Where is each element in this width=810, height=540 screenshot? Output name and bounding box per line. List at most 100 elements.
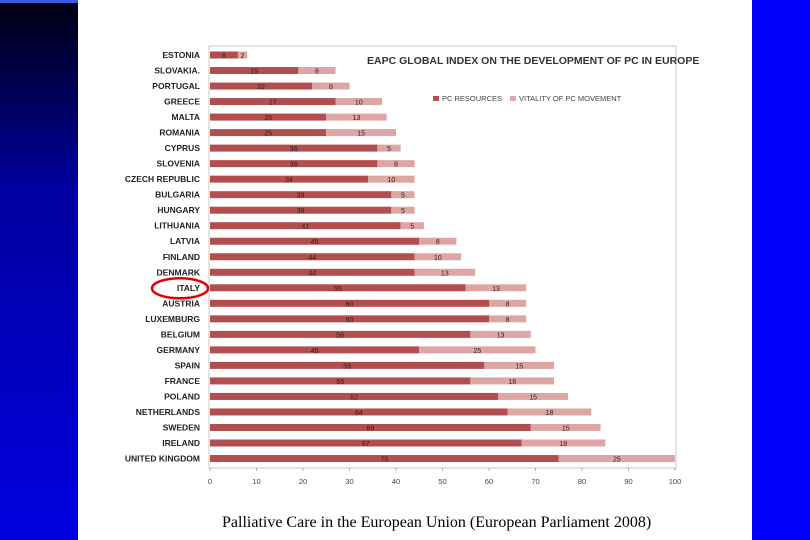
category-label: CYPRUS (165, 143, 201, 153)
data-label-resources: 25 (264, 131, 272, 138)
category-label: ITALY (177, 283, 200, 293)
left-sidebar-decoration (0, 0, 78, 540)
data-label-vitality: 18 (560, 441, 568, 448)
data-label-resources: 34 (285, 177, 293, 184)
bar-vitality (507, 408, 592, 416)
bar-vitality (326, 129, 396, 137)
bar-resources (210, 175, 369, 183)
data-label-resources: 6 (222, 53, 226, 60)
data-label-resources: 27 (269, 100, 277, 107)
legend-swatch-resources (433, 96, 439, 101)
bar-vitality (470, 330, 531, 338)
data-label-vitality: 18 (508, 379, 516, 386)
bar-vitality (521, 439, 606, 447)
category-label: FINLAND (163, 252, 200, 262)
data-label-vitality: 13 (353, 115, 361, 122)
category-label: FRANCE (165, 376, 201, 386)
data-label-vitality: 8 (506, 301, 510, 308)
data-label-vitality: 13 (441, 270, 449, 277)
data-label-resources: 59 (343, 363, 351, 370)
bar-vitality (498, 392, 569, 400)
bar-vitality (530, 423, 601, 431)
data-label-vitality: 5 (410, 224, 414, 231)
data-label-resources: 45 (311, 239, 319, 246)
top-accent-line (0, 0, 78, 3)
bar-resources (210, 455, 559, 463)
category-label: LUXEMBURG (145, 314, 200, 324)
data-label-resources: 64 (355, 410, 363, 417)
bar-vitality (414, 253, 462, 261)
data-label-resources: 36 (290, 146, 298, 153)
data-label-vitality: 13 (492, 286, 500, 293)
data-label-vitality: 15 (562, 425, 570, 432)
data-label-vitality: 18 (546, 410, 554, 417)
data-label-resources: 56 (336, 332, 344, 339)
category-label: HUNGARY (157, 205, 200, 215)
bar-vitality (377, 144, 401, 152)
bar-vitality (489, 299, 527, 307)
bar-resources (210, 408, 508, 416)
bar-resources (210, 423, 531, 431)
data-label-resources: 75 (380, 457, 388, 464)
bar-vitality (377, 160, 415, 168)
category-label: SLOVAKIA. (154, 66, 200, 76)
bar-resources (210, 330, 471, 338)
bar-vitality (312, 82, 350, 90)
data-label-vitality: 8 (394, 162, 398, 169)
category-label: BELGIUM (161, 329, 200, 339)
data-label-vitality: 2 (241, 53, 245, 60)
bar-resources (210, 191, 392, 199)
bar-resources (210, 206, 392, 214)
category-label: LATVIA (170, 236, 200, 246)
category-label: ROMANIA (159, 128, 200, 138)
data-label-vitality: 13 (497, 332, 505, 339)
bar-vitality (465, 284, 527, 292)
x-tick-label: 50 (438, 477, 446, 486)
x-tick-label: 60 (485, 477, 493, 486)
data-label-vitality: 15 (515, 363, 523, 370)
category-label: IRELAND (162, 438, 200, 448)
category-label: SPAIN (175, 360, 200, 370)
bar-vitality (419, 346, 536, 354)
category-label: LITHUANIA (154, 221, 200, 231)
bar-vitality (335, 98, 383, 106)
bar-resources (210, 439, 522, 447)
bar-vitality (400, 222, 424, 230)
category-label: GREECE (164, 97, 200, 107)
legend-label-vitality: VITALITY OF PC MOVEMENT (519, 94, 622, 103)
data-label-vitality: 25 (613, 457, 621, 464)
data-label-vitality: 10 (355, 100, 363, 107)
bar-resources (210, 82, 313, 90)
data-label-resources: 22 (257, 84, 265, 91)
data-label-resources: 45 (311, 348, 319, 355)
bar-resources (210, 113, 327, 121)
data-label-vitality: 10 (434, 255, 442, 262)
bar-resources (210, 377, 471, 385)
bar-vitality (391, 206, 415, 214)
data-label-vitality: 15 (357, 131, 365, 138)
bar-vitality (237, 51, 248, 59)
data-label-vitality: 5 (401, 208, 405, 215)
category-label: NETHERLANDS (136, 407, 201, 417)
data-label-resources: 67 (362, 441, 370, 448)
x-tick-label: 90 (624, 477, 632, 486)
data-label-resources: 39 (297, 193, 305, 200)
bar-resources (210, 67, 299, 75)
data-label-resources: 69 (367, 425, 375, 432)
bar-vitality (558, 455, 675, 463)
category-label: DENMARK (157, 267, 201, 277)
data-label-resources: 44 (308, 270, 316, 277)
category-label: BULGARIA (155, 190, 200, 200)
bar-vitality (298, 67, 336, 75)
data-label-resources: 55 (334, 286, 342, 293)
bar-vitality (326, 113, 387, 121)
data-label-vitality: 5 (387, 146, 391, 153)
data-label-resources: 60 (346, 317, 354, 324)
x-tick-label: 0 (208, 477, 212, 486)
bar-resources (210, 98, 336, 106)
right-sidebar-decoration (752, 0, 810, 540)
bar-vitality (419, 237, 457, 245)
slide-caption: Palliative Care in the European Union (E… (222, 514, 652, 531)
category-label: SWEDEN (163, 422, 200, 432)
bar-resources (210, 346, 420, 354)
